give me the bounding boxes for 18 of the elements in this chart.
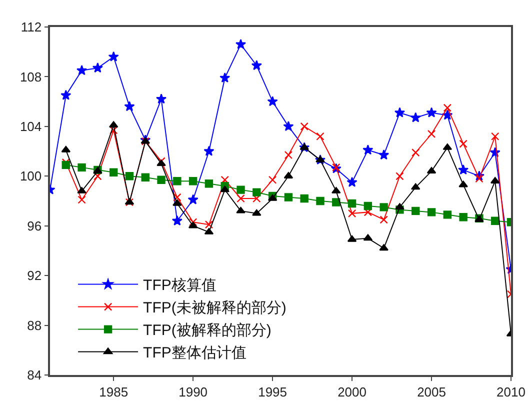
x-tick-label: 2005 [417,384,446,400]
legend-label: TFP(被解释的部分) [143,322,272,340]
y-tick-label: 92 [27,268,42,284]
x-tick-label: 2000 [338,384,366,400]
legend-label: TFP(未被解释的部分) [143,300,286,317]
x-tick-label: 1985 [99,384,128,400]
y-tick-label: 84 [27,368,42,383]
y-tick-label: 104 [20,118,42,134]
x-tick-label: 2010 [496,384,526,400]
y-tick-label: 112 [20,20,42,35]
x-tick-label: 1995 [258,384,288,400]
x-tick-label: 1990 [178,384,208,400]
y-tick-label: 100 [20,168,42,184]
legend-label: TFP核算值 [143,277,216,294]
y-tick-label: 88 [27,318,42,333]
y-tick-label: 96 [27,218,42,234]
legend-label: TFP整体估计值 [143,344,246,362]
y-tick-label: 108 [20,69,42,84]
